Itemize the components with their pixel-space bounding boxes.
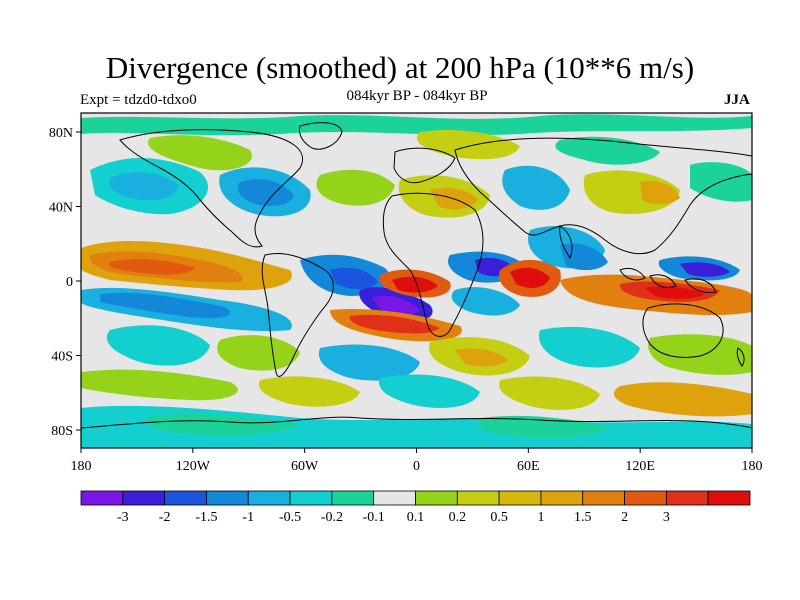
latitude-tick-label: 40S <box>51 350 73 365</box>
colorbar-swatch <box>122 490 166 506</box>
colorbar-swatch <box>373 490 416 506</box>
longitude-tick-label: 0 <box>413 459 420 474</box>
latitude-tick-label: 0 <box>66 275 73 290</box>
colorbar-label: 1.5 <box>574 510 592 525</box>
map-subtitle: 084kyr BP - 084kyr BP <box>346 88 488 104</box>
coastlines <box>81 122 752 429</box>
latitude-tick-label: 80S <box>51 424 73 439</box>
longitude-tick-label: 120E <box>625 459 655 474</box>
longitude-tick-label: 60W <box>291 459 319 474</box>
colorbar-label: -0.5 <box>279 510 301 525</box>
colorbar-label: 2 <box>621 510 628 525</box>
map-title: Divergence (smoothed) at 200 hPa (10**6 … <box>105 50 695 85</box>
longitude-tick-label: 180 <box>742 459 763 474</box>
colorbar-swatch <box>164 490 207 506</box>
colorbar-label: -2 <box>159 510 171 525</box>
colorbar-label: 0.5 <box>490 510 508 525</box>
colorbar-label: -0.2 <box>321 510 343 525</box>
colorbar-swatch <box>498 490 542 506</box>
colorbar-label: -1.5 <box>195 510 217 525</box>
latitude-tick-label: 80N <box>49 126 73 141</box>
colorbar-swatch <box>624 490 667 506</box>
colorbar-swatch <box>247 490 291 506</box>
colorbar-swatch <box>206 490 249 506</box>
colorbar-label: 0.2 <box>449 510 467 525</box>
experiment-label: Expt = tdzd0-tdxo0 <box>80 92 197 108</box>
colorbar-label: -1 <box>242 510 254 525</box>
colorbar-label: 0.1 <box>407 510 425 525</box>
colorbar-swatch <box>80 490 124 506</box>
colorbar-swatch <box>540 490 584 506</box>
colorbar-label: -0.1 <box>363 510 385 525</box>
colorbar-swatch <box>289 490 333 506</box>
colorbar-label: -3 <box>117 510 129 525</box>
colorbar-swatch <box>582 490 625 506</box>
colorbar-swatch <box>707 490 751 506</box>
longitude-tick-label: 120W <box>176 459 211 474</box>
colorbar-label: 1 <box>537 510 544 525</box>
colorbar-swatch <box>331 490 375 506</box>
longitude-tick-label: 60E <box>517 459 540 474</box>
divergence-field <box>81 114 752 448</box>
latitude-tick-label: 40N <box>49 201 73 216</box>
latitude-axis: 80N 40N 0 40S 80S <box>49 126 81 439</box>
longitude-tick-label: 180 <box>71 459 92 474</box>
colorbar: -3 -2 -1.5 -1 -0.5 -0.2 -0.1 0.1 0.2 0.5 1 1.5 2 3 <box>80 490 751 525</box>
season-label: JJA <box>724 92 750 108</box>
colorbar-swatch <box>415 490 458 506</box>
colorbar-label: 3 <box>663 510 670 525</box>
colorbar-swatch <box>665 490 709 506</box>
colorbar-swatch <box>456 490 500 506</box>
longitude-axis: 180 120W 60W 0 60E 120E 180 <box>71 448 763 474</box>
